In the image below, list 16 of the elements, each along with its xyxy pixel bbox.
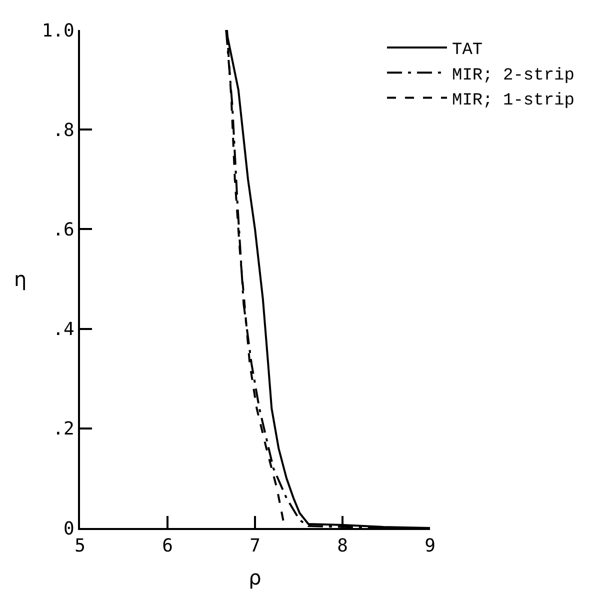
y-tick-label: .4 bbox=[52, 319, 74, 340]
legend-label: MIR; 2-strip bbox=[452, 66, 574, 86]
y-tick-label: .6 bbox=[52, 220, 74, 240]
x-tick-label: 7 bbox=[250, 536, 260, 557]
y-axis-title: η bbox=[14, 267, 27, 291]
legend-label: TAT bbox=[452, 41, 483, 60]
y-tick-label: 0 bbox=[64, 518, 74, 540]
x-axis-title: ρ bbox=[248, 566, 262, 590]
legend-label: MIR; 1-strip bbox=[452, 91, 574, 110]
y-tick-label: .2 bbox=[52, 418, 74, 440]
x-tick-label: 9 bbox=[424, 536, 436, 557]
y-tick-label: 1.0 bbox=[42, 20, 74, 42]
x-tick-label: 8 bbox=[337, 536, 348, 557]
y-tick-label: .8 bbox=[52, 120, 74, 141]
x-tick-label: 6 bbox=[162, 536, 173, 557]
x-tick-label: 5 bbox=[74, 536, 86, 557]
